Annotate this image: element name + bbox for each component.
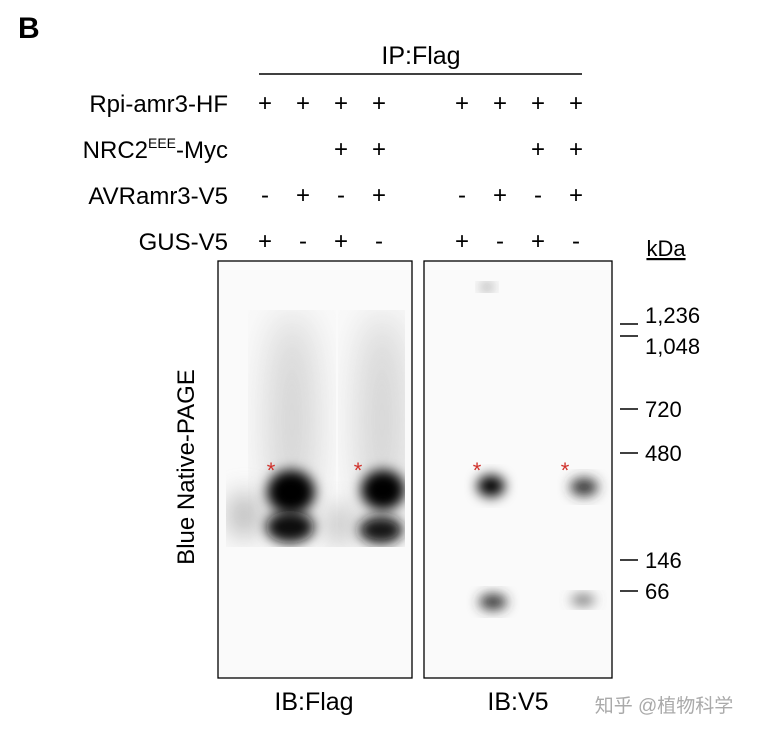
lane-symbol: +	[569, 136, 583, 163]
lane-symbol: +	[455, 90, 469, 117]
row-label: GUS-V5	[139, 229, 228, 256]
lane-symbol: +	[372, 182, 386, 209]
ip-label: IP:Flag	[381, 42, 460, 70]
lane-symbol: +	[531, 90, 545, 117]
lane-symbol: +	[493, 90, 507, 117]
blot-label: IB:V5	[487, 688, 548, 716]
lane-symbol: +	[334, 136, 348, 163]
lane-symbol: +	[258, 90, 272, 117]
lane-symbol: -	[496, 228, 504, 255]
asterisk: *	[354, 458, 363, 483]
row-label: Rpi-amr3-HF	[89, 91, 228, 118]
watermark: 知乎 @植物科学	[595, 695, 734, 717]
asterisks: * * * *	[267, 458, 570, 483]
lane-symbols: + + + + + + + ++ + + +- + - + - + - ++ - + - + - + -	[258, 90, 583, 255]
asterisk: *	[267, 458, 276, 483]
lane-symbol: -	[458, 182, 466, 209]
marker-label: 1,048	[645, 334, 700, 359]
lane-symbol: +	[296, 90, 310, 117]
blot-bands	[477, 284, 598, 610]
lane-symbol: -	[337, 182, 345, 209]
marker-label: 66	[645, 579, 669, 604]
row-label-part: NRC2	[83, 137, 148, 164]
lane-symbol: -	[375, 228, 383, 255]
lane-symbol: +	[493, 182, 507, 209]
marker-label: 1,236	[645, 303, 700, 328]
lane-symbol: -	[299, 228, 307, 255]
row-label-part: -Myc	[176, 137, 228, 164]
lane-symbol: +	[372, 136, 386, 163]
lane-symbol: +	[569, 182, 583, 209]
lane-symbol: +	[334, 228, 348, 255]
lane-symbol: -	[534, 182, 542, 209]
lane-symbol: +	[455, 228, 469, 255]
lane-symbol: +	[372, 90, 386, 117]
row-label: AVRamr3-V5	[88, 183, 228, 210]
lane-symbol: +	[569, 90, 583, 117]
marker-unit: kDa	[646, 236, 686, 261]
lane-symbol: +	[258, 228, 272, 255]
marker-label: 146	[645, 548, 682, 573]
marker-lines	[620, 323, 638, 592]
lane-symbol: +	[531, 228, 545, 255]
blot-bands	[226, 310, 405, 547]
marker-label: 480	[645, 441, 682, 466]
asterisk: *	[473, 458, 482, 483]
panel-label: B	[18, 12, 40, 45]
lane-symbol: -	[572, 228, 580, 255]
lane-symbol: +	[334, 90, 348, 117]
blot-frame	[423, 260, 613, 679]
lane-symbol: -	[261, 182, 269, 209]
lane-symbol: +	[531, 136, 545, 163]
blot-label: IB:Flag	[274, 688, 353, 716]
lane-symbol: +	[296, 182, 310, 209]
y-label: Blue Native-PAGE	[173, 369, 200, 565]
marker-label: 720	[645, 397, 682, 422]
row-label: NRC2EEE-Myc	[83, 135, 228, 164]
asterisk: *	[561, 458, 570, 483]
row-label-sup: EEE	[148, 135, 176, 151]
